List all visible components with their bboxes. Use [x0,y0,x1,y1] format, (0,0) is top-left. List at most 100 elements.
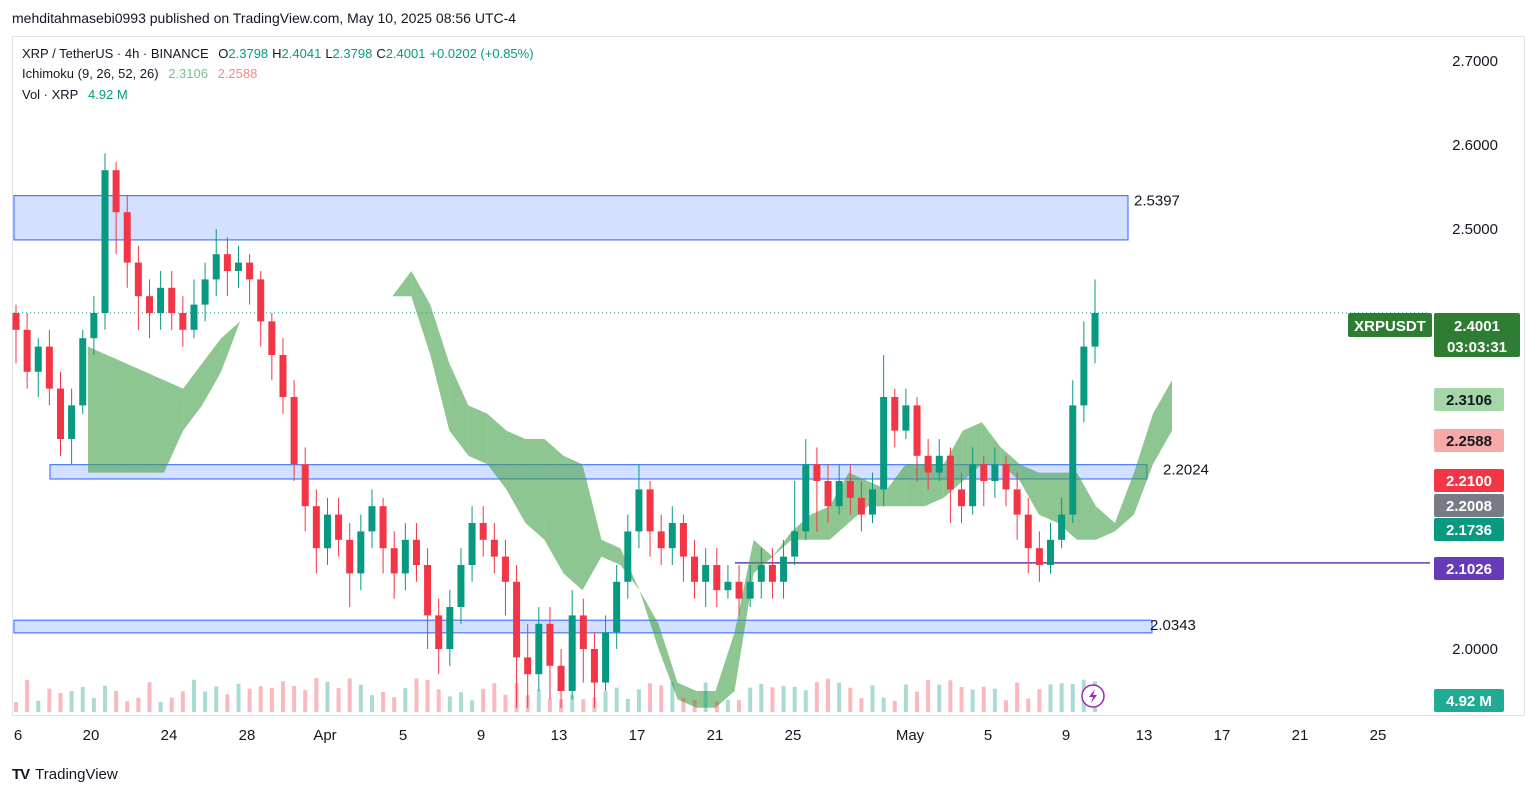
candle [735,565,743,616]
volume-bar [125,701,130,712]
x-tick-label: 28 [239,727,256,744]
candle-body [1013,489,1021,515]
x-tick-label: 25 [785,727,802,744]
candle-body [691,556,699,582]
tradingview-logo-icon: TV [12,766,30,783]
candle [346,523,354,607]
symbol-label[interactable]: XRP / TetherUS · 4h · BINANCE [22,46,209,61]
candle-body [179,313,187,330]
publish-caption: mehditahmasebi0993 published on TradingV… [12,10,517,26]
volume-bar [58,693,63,712]
candle [257,271,265,347]
candle [869,472,877,523]
cloud-segment [411,271,431,355]
candle [958,472,966,523]
cloud-segment [563,455,583,591]
candle [12,304,20,364]
candle-body [735,581,743,599]
candle-body [79,338,87,406]
candle-body [1024,514,1032,549]
volume-legend[interactable]: Vol · XRP 4.92 M [22,87,134,102]
candle [1024,497,1032,574]
candle-body [112,170,120,213]
volume-bar [258,686,263,712]
x-tick-label: 5 [399,727,407,744]
x-tick-label: 6 [14,727,22,744]
price-tag-bg [1434,518,1504,541]
cloud-segment [772,531,792,557]
symbol-tag-bg [1348,313,1432,337]
candle-body [679,523,687,557]
volume-bar [1037,689,1042,712]
candle [34,338,42,397]
volume-bar [114,690,119,712]
chart-frame[interactable] [12,36,1525,716]
x-tick-label: 9 [1062,727,1070,744]
candle [969,447,977,515]
cloud-segment [449,363,469,456]
candle [279,338,287,414]
candle [379,497,387,574]
candle-body [946,455,954,490]
candle [980,455,988,507]
candle-body [613,581,621,633]
price-tag-bg [1434,494,1504,517]
candle [768,548,776,599]
cloud-segment [544,439,564,574]
candle [813,447,821,532]
candle-body [312,506,320,549]
ichimoku-legend[interactable]: Ichimoku (9, 26, 52, 26) 2.3106 2.2588 [22,66,263,81]
candle-body [713,565,721,591]
volume-bar [292,685,297,712]
cloud-segment [1095,506,1115,540]
price-tag-label: 2.2588 [1446,433,1492,450]
cloud-segment [981,422,1001,465]
candle [435,598,443,675]
candle-body [123,212,131,263]
volume-bar [392,697,397,712]
candle-body [624,531,632,582]
candle [857,481,865,532]
cloud-segment [221,321,241,372]
candle [56,371,64,456]
candle [145,279,153,339]
volume-bar [970,689,975,712]
cloud-segment [164,380,184,473]
candle-body [635,489,643,532]
candle-body [891,397,899,431]
volume-bar [169,697,174,712]
cloud-segment [487,413,507,490]
volume-bar [692,700,697,712]
cloud-segment [696,691,716,708]
volume-bar [280,681,285,712]
candle [724,565,732,599]
candle-body [357,531,365,574]
candle [301,447,309,532]
countdown-value: 03:03:31 [1447,339,1507,356]
cloud-segment [88,346,108,473]
volume-bar [748,687,753,712]
price-tag-label: 2.2100 [1446,473,1492,490]
price-tag: 2.1026 [1434,557,1504,580]
volume-bar [725,699,730,712]
volume-bar [948,680,953,712]
candle-body [935,455,943,473]
cloud-segment [525,439,545,540]
footer-brand[interactable]: TV TradingView [12,766,118,783]
x-tick-label: 5 [984,727,992,744]
candle [835,464,843,515]
volume-bar [1004,700,1009,712]
cloud-segment [639,590,659,649]
volume-bar [1015,682,1020,712]
candle [1069,380,1077,523]
cloud-segment [886,464,906,507]
price-tag-bg [1434,557,1504,580]
volume-bar [425,679,430,712]
candle [1091,279,1099,364]
volume-bar [848,687,853,712]
price-tag-bg [1434,429,1504,452]
candle [590,632,598,708]
candle [613,565,621,649]
volume-bar [347,678,352,712]
